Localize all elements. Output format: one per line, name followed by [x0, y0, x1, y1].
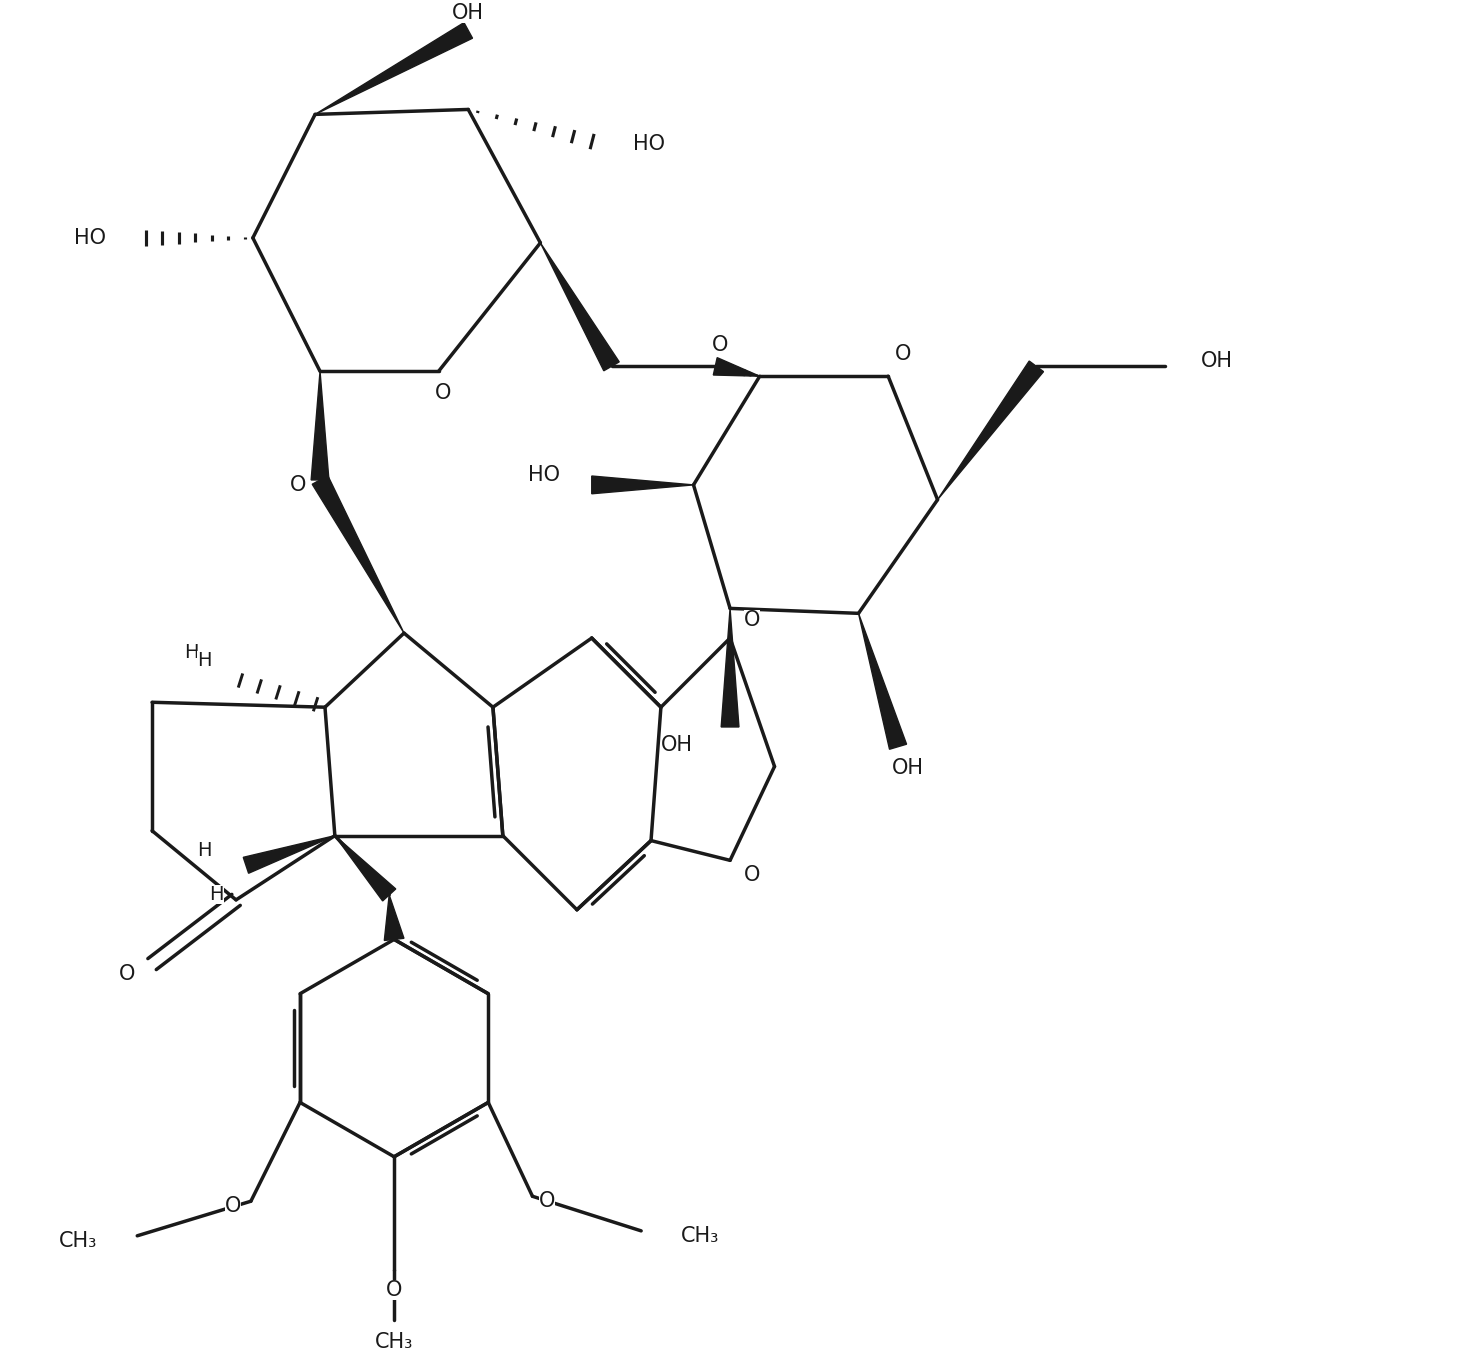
Text: H: H — [197, 651, 212, 670]
Text: O: O — [290, 475, 306, 495]
Text: O: O — [225, 1196, 241, 1216]
Polygon shape — [540, 243, 620, 371]
Text: HO: HO — [74, 228, 106, 248]
Text: CH₃: CH₃ — [59, 1231, 97, 1250]
Polygon shape — [312, 475, 403, 633]
Text: HO: HO — [633, 134, 665, 154]
Text: O: O — [895, 344, 911, 364]
Polygon shape — [592, 477, 693, 494]
Polygon shape — [858, 613, 907, 749]
Text: CH₃: CH₃ — [375, 1331, 414, 1350]
Text: O: O — [712, 335, 729, 355]
Polygon shape — [938, 360, 1044, 500]
Polygon shape — [714, 358, 760, 377]
Polygon shape — [334, 836, 396, 900]
Text: OH: OH — [661, 734, 692, 755]
Text: O: O — [743, 865, 760, 886]
Polygon shape — [384, 895, 403, 941]
Text: H: H — [209, 886, 224, 904]
Polygon shape — [243, 836, 334, 873]
Text: O: O — [743, 610, 760, 630]
Text: O: O — [539, 1191, 555, 1211]
Text: H: H — [184, 644, 199, 663]
Polygon shape — [721, 609, 739, 726]
Text: O: O — [119, 964, 135, 984]
Text: OH: OH — [892, 759, 924, 779]
Text: CH₃: CH₃ — [680, 1226, 718, 1246]
Polygon shape — [315, 23, 473, 115]
Polygon shape — [311, 371, 328, 481]
Text: OH: OH — [1201, 351, 1234, 371]
Text: O: O — [386, 1280, 402, 1300]
Text: H: H — [197, 841, 212, 860]
Text: O: O — [436, 383, 452, 404]
Text: OH: OH — [452, 3, 484, 23]
Text: HO: HO — [528, 464, 561, 485]
